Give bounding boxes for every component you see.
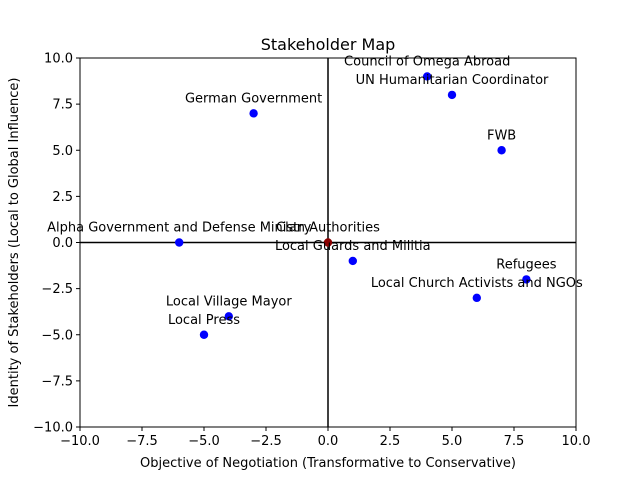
- point-label: Clan Authorities: [276, 221, 380, 236]
- y-tick-label: −5.0: [41, 328, 73, 343]
- point-label: UN Humanitarian Coordinator: [356, 73, 549, 88]
- data-point: [497, 146, 506, 155]
- data-point: [348, 256, 357, 266]
- x-tick-label: −7.5: [126, 434, 158, 449]
- x-tick-label: −5.0: [188, 434, 220, 449]
- y-tick-label: −2.5: [41, 282, 73, 297]
- point-label: Local Guards and Militia: [275, 239, 431, 254]
- x-tick-label: −2.5: [250, 434, 282, 449]
- point-label: Council of Omega Abroad: [344, 54, 510, 69]
- data-point: [472, 293, 481, 303]
- point-label: Alpha Government and Defense Ministry: [47, 221, 312, 236]
- data-point: [224, 312, 233, 321]
- y-axis-title: Identity of Stakeholders (Local to Globa…: [7, 78, 22, 408]
- y-axis-ticks: −10.0 −7.5 −5.0 −2.5 0.0 2.5 5.0 7.5 10.0: [33, 52, 80, 436]
- x-tick-label: 10.0: [562, 434, 591, 449]
- y-tick-label: −7.5: [41, 374, 73, 389]
- data-point: [199, 330, 209, 339]
- point-label: Local Church Activists and NGOs: [371, 276, 583, 291]
- data-point: [447, 90, 457, 100]
- chart-title: Stakeholder Map: [261, 35, 396, 54]
- y-tick-label: 7.5: [52, 98, 73, 113]
- data-points: [175, 72, 531, 339]
- point-label: FWB: [487, 128, 516, 143]
- y-tick-label: 5.0: [52, 144, 73, 159]
- x-tick-label: −10.0: [60, 434, 100, 449]
- data-point: [249, 109, 258, 118]
- data-point: [323, 238, 333, 247]
- x-axis-ticks: −10.0 −7.5 −5.0 −2.5 0.0 2.5 5.0 7.5 10.0: [60, 427, 590, 449]
- point-label: Local Village Mayor: [166, 294, 292, 309]
- x-tick-label: 2.5: [380, 434, 401, 449]
- x-axis-title: Objective of Negotiation (Transformative…: [140, 456, 516, 471]
- x-tick-label: 5.0: [442, 434, 463, 449]
- point-label: German Government: [185, 91, 322, 106]
- point-labels: Council of Omega Abroad UN Humanitarian C…: [47, 54, 583, 327]
- y-tick-label: −10.0: [33, 421, 73, 436]
- y-tick-label: 2.5: [52, 190, 73, 205]
- y-tick-label: 0.0: [52, 236, 73, 251]
- data-point: [423, 72, 432, 81]
- data-point: [175, 238, 184, 247]
- x-tick-label: 0.0: [318, 434, 339, 449]
- data-point: [522, 275, 531, 284]
- x-tick-label: 7.5: [504, 434, 525, 449]
- y-tick-label: 10.0: [44, 52, 73, 67]
- point-label: Local Press: [168, 313, 240, 328]
- point-label: Refugees: [496, 257, 557, 272]
